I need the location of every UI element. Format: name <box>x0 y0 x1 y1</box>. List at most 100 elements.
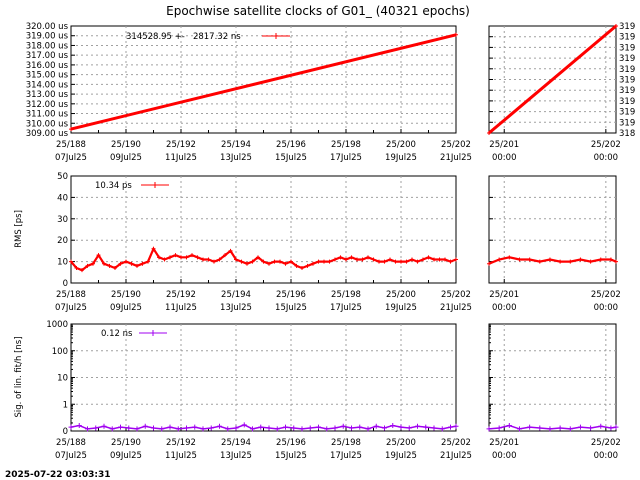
y-tick-label: 312.00 us <box>26 100 69 110</box>
data-point <box>357 424 363 430</box>
chart-title: Epochwise satellite clocks of G01_ (4032… <box>166 4 470 18</box>
x-tick-label-date: 11Jul25 <box>165 153 197 163</box>
x-tick-label: 25/188 <box>56 290 86 300</box>
data-point <box>404 259 409 264</box>
data-point <box>278 259 282 264</box>
data-point <box>294 263 299 268</box>
data-point <box>68 424 74 430</box>
x-tick-label-date: 13Jul25 <box>220 303 252 313</box>
data-point <box>366 255 370 260</box>
y-tick-label: 319 <box>619 118 635 128</box>
y-tick-label: 313.00 us <box>26 90 69 100</box>
y-tick-label: 310.00 us <box>26 119 69 129</box>
chart-panel-2: 31831931931931931931931931931931925/2010… <box>487 22 635 163</box>
x-tick-label: 25/194 <box>221 438 251 448</box>
x-tick-label: 25/202 <box>441 290 471 300</box>
data-point <box>406 425 412 431</box>
x-tick-label: 25/198 <box>331 438 361 448</box>
y-tick-label: 319 <box>619 65 635 75</box>
data-point <box>410 257 414 262</box>
data-point <box>608 425 614 431</box>
data-point <box>360 257 365 262</box>
plot-frame <box>70 175 457 284</box>
data-point <box>93 425 99 431</box>
chart-panel-6: 25/201 00:00 25/202 00:00 <box>486 323 621 461</box>
data-point <box>527 257 532 262</box>
x-tick-label-date: 07Jul25 <box>55 153 87 163</box>
data-point <box>274 426 280 432</box>
x-tick-label: 25/202 <box>591 438 621 448</box>
x-tick-label-date: 19Jul25 <box>385 451 417 461</box>
data-point <box>316 259 321 264</box>
data-point <box>439 426 445 432</box>
y-tick-label: 317.00 us <box>26 51 69 61</box>
data-point <box>256 255 260 260</box>
data-point <box>228 248 233 253</box>
x-tick-label-date: 11Jul25 <box>165 303 197 313</box>
data-point <box>516 426 522 432</box>
data-point <box>126 425 132 431</box>
x-tick-label-date: 15Jul25 <box>275 451 307 461</box>
x-tick-label: 25/192 <box>166 438 196 448</box>
x-tick-label-date: 21Jul25 <box>440 303 472 313</box>
y-tick-label: 10 <box>57 374 68 384</box>
x-tick-label-date: 17Jul25 <box>330 451 362 461</box>
data-point <box>175 426 181 432</box>
x-tick-label-date: 21Jul25 <box>440 451 472 461</box>
x-tick-label-date: 09Jul25 <box>110 153 142 163</box>
data-point <box>118 424 123 430</box>
data-point <box>577 424 583 430</box>
data-point <box>190 253 194 258</box>
data-point <box>355 257 359 262</box>
y-tick-label: 309.00 us <box>26 129 69 139</box>
data-point <box>258 424 264 430</box>
x-tick-label: 25/202 <box>591 140 621 150</box>
x-tick-label-date: 00:00 <box>492 451 517 461</box>
x-tick-label-date: 07Jul25 <box>55 451 87 461</box>
y-tick-label: 50 <box>57 172 68 182</box>
data-point <box>69 127 73 132</box>
y-tick-label: 40 <box>57 193 68 203</box>
y-tick-label: 0 <box>63 427 68 437</box>
data-point <box>173 253 178 258</box>
x-tick-label: 25/200 <box>386 438 416 448</box>
data-point <box>200 426 206 432</box>
data-point <box>151 246 156 251</box>
data-point <box>398 424 404 430</box>
data-point <box>537 425 543 431</box>
x-tick-label: 25/190 <box>111 438 141 448</box>
data-point <box>598 257 603 262</box>
y-tick-label: 311.00 us <box>26 110 69 120</box>
legend-label: 0.12 ns <box>101 329 133 339</box>
data-point <box>437 257 442 262</box>
y-tick-label: 20 <box>57 236 68 246</box>
x-tick-label: 25/198 <box>331 140 361 150</box>
data-point <box>217 257 222 262</box>
data-point <box>448 259 453 264</box>
y-tick-label: 0 <box>63 279 68 289</box>
data-point <box>299 426 305 432</box>
y-tick-label: 1 <box>63 400 68 410</box>
data-point <box>517 257 522 262</box>
data-point <box>486 426 492 432</box>
data-point <box>567 426 573 432</box>
data-point <box>91 261 95 266</box>
data-point <box>140 261 145 266</box>
data-point <box>454 257 458 262</box>
data-point <box>568 259 573 264</box>
data-point <box>527 424 533 430</box>
x-tick-label: 25/194 <box>221 290 251 300</box>
data-point <box>340 423 346 429</box>
y-tick-label: 315.00 us <box>26 71 69 81</box>
x-tick-label: 25/201 <box>489 290 519 300</box>
data-point <box>168 255 172 260</box>
data-point <box>333 257 337 262</box>
x-tick-label: 25/192 <box>166 290 196 300</box>
data-point <box>344 257 348 262</box>
data-point <box>96 253 101 258</box>
data-point <box>102 261 106 266</box>
y-tick-label: 319 <box>619 97 635 107</box>
x-tick-label-date: 15Jul25 <box>275 153 307 163</box>
data-point <box>113 266 117 271</box>
data-point <box>390 423 396 429</box>
